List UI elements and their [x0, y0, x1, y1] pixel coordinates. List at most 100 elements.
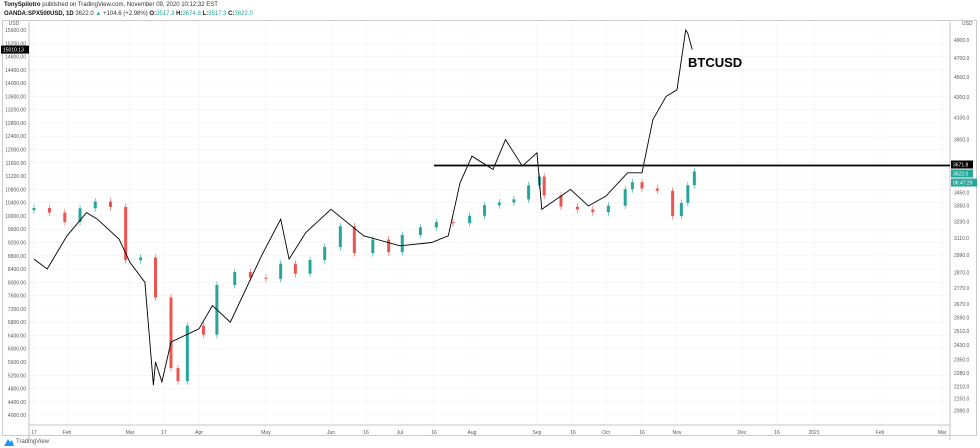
left-tick-label: 8400.00	[8, 267, 26, 273]
time-tick-label: Oct	[602, 430, 610, 436]
symbol-name[interactable]: OANDA:SPX500USD, 1D	[4, 11, 74, 17]
right-tick-label: 2590.0	[954, 315, 970, 321]
candle-body	[591, 209, 595, 213]
up-arrow-icon: ▲	[95, 11, 102, 17]
chart-frame	[2, 20, 977, 436]
change: +104.6 (+2.98%)	[103, 11, 148, 17]
candle-body	[78, 208, 82, 222]
candle-body	[559, 195, 563, 207]
time-tick-label: Jul	[397, 430, 403, 436]
left-tick-label: 4000.00	[8, 413, 26, 419]
left-tick-label: 10000.00	[5, 214, 26, 220]
right-tick-label: 3900.0	[954, 137, 970, 143]
candle-body	[483, 205, 487, 216]
left-last-price-label-bg	[1, 45, 29, 54]
left-tick-label: 6000.00	[8, 347, 26, 353]
candle-body	[418, 227, 422, 235]
candle-body	[63, 212, 67, 222]
candle-body	[185, 325, 189, 382]
candle-body	[692, 171, 696, 186]
left-tick-label: 10800.00	[5, 187, 26, 193]
right-tick-label: 2090.0	[954, 409, 970, 415]
bar-countdown-label-bg	[951, 178, 977, 187]
left-tick-label: 6800.00	[8, 320, 26, 326]
bar-countdown-label: 06:47:29	[953, 181, 973, 187]
time-tick-label: 16	[774, 430, 780, 436]
left-last-price-label: 15010.13	[3, 48, 24, 54]
right-tick-label: 3450.0	[954, 191, 970, 197]
right-tick-label: 2430.0	[954, 343, 970, 349]
candle-body	[108, 201, 112, 207]
close-value: 3622.0	[234, 11, 253, 17]
time-tick-label: 17	[31, 430, 37, 436]
publish-line: TonySpilotro published on TradingView.co…	[4, 2, 218, 9]
candle-body	[512, 199, 516, 203]
candle-body	[32, 208, 36, 211]
left-tick-label: 14800.00	[5, 55, 26, 61]
open-label: O:	[149, 11, 157, 17]
candle-body	[434, 222, 438, 228]
left-tick-label: 9200.00	[8, 240, 26, 246]
btcusd-annotation: BTCUSD	[688, 55, 742, 70]
left-tick-label: 12800.00	[5, 121, 26, 127]
right-tick-label: 2510.0	[954, 329, 970, 335]
left-tick-label: 6400.00	[8, 333, 26, 339]
right-tick-label: 4100.0	[954, 116, 970, 122]
close-label: C:	[228, 11, 235, 17]
author[interactable]: TonySpilotro	[4, 2, 41, 8]
time-tick-label: 17	[161, 430, 167, 436]
candle-body	[686, 185, 690, 203]
candle-body	[671, 190, 675, 216]
last-price-label-bg	[951, 169, 973, 178]
left-tick-label: 15600.00	[5, 28, 26, 34]
left-tick-label: 9600.00	[8, 227, 26, 233]
right-tick-label: 2150.0	[954, 396, 970, 402]
candle-body	[169, 297, 173, 369]
brand-name: TradingView	[16, 438, 50, 445]
left-tick-label: 5600.00	[8, 360, 26, 366]
low-label: L:	[202, 11, 209, 17]
right-tick-label: 2210.0	[954, 384, 970, 390]
right-tick-label: 2770.0	[954, 286, 970, 292]
candle-body	[497, 202, 501, 206]
left-tick-label: 8000.00	[8, 280, 26, 286]
left-tick-label: 5200.00	[8, 373, 26, 379]
candle-body	[575, 206, 579, 210]
right-tick-label: 4700.0	[954, 56, 970, 62]
left-tick-label: 10400.00	[5, 201, 26, 207]
open-value: 3517.3	[156, 11, 175, 17]
candle-body	[139, 257, 143, 261]
candle-body	[308, 259, 312, 274]
candle-body	[124, 206, 128, 261]
right-tick-label: 2670.0	[954, 302, 970, 308]
high-label: H:	[176, 11, 183, 17]
time-tick-label: Mar	[938, 430, 947, 436]
left-tick-label: 14000.00	[5, 81, 26, 87]
candle-body	[338, 226, 342, 248]
candle-body	[352, 226, 356, 254]
candle-body	[655, 188, 659, 191]
time-tick-label: Aug	[468, 430, 477, 436]
hline-price-label: 3671.8	[953, 163, 969, 169]
published-text: published on TradingView.com, November 0…	[42, 2, 218, 8]
time-tick-label: 2021	[808, 430, 819, 436]
time-tick-label: Feb	[63, 430, 72, 436]
candle-body	[400, 234, 404, 253]
candle-body	[233, 271, 237, 285]
candle-body	[371, 239, 375, 254]
candle-body	[154, 257, 157, 298]
left-tick-label: 4400.00	[8, 400, 26, 406]
left-tick-label: 13200.00	[5, 108, 26, 114]
candle-body	[679, 202, 683, 216]
right-axis-unit: USD	[962, 21, 973, 27]
left-tick-label: 14400.00	[5, 68, 26, 74]
time-tick-label: May	[261, 430, 271, 436]
right-tick-label: 2990.0	[954, 253, 970, 259]
candle-body	[176, 368, 180, 382]
candle-body	[542, 176, 546, 196]
last-price-label: 3622.0	[953, 172, 969, 178]
candle-body	[527, 185, 531, 200]
right-tick-label: 3230.0	[954, 219, 970, 225]
